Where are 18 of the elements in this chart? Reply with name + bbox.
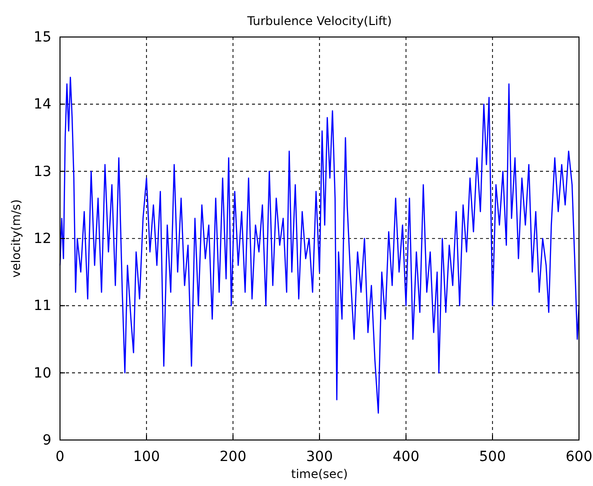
x-tick-label: 300 (306, 449, 333, 466)
y-axis-title: velocity(m/s) (9, 199, 23, 278)
y-tick-label: 14 (34, 96, 52, 113)
x-tick-label: 100 (133, 449, 160, 466)
y-tick-label: 11 (34, 298, 52, 314)
chart-title: Turbulence Velocity(Lift) (246, 14, 392, 28)
y-tick-label: 9 (42, 432, 52, 448)
x-tick-label: 0 (56, 449, 64, 466)
x-tick-label: 500 (479, 449, 506, 466)
y-tick-label: 13 (34, 164, 52, 180)
y-tick-label: 12 (34, 230, 52, 247)
y-tick-label: 15 (34, 29, 52, 46)
x-tick-label: 200 (220, 449, 246, 466)
y-tick-label: 10 (34, 365, 52, 382)
x-axis-title: time(sec) (291, 467, 348, 481)
x-tick-label: 600 (566, 449, 592, 466)
x-tick-label: 400 (392, 449, 420, 466)
line-series (59, 76, 580, 414)
